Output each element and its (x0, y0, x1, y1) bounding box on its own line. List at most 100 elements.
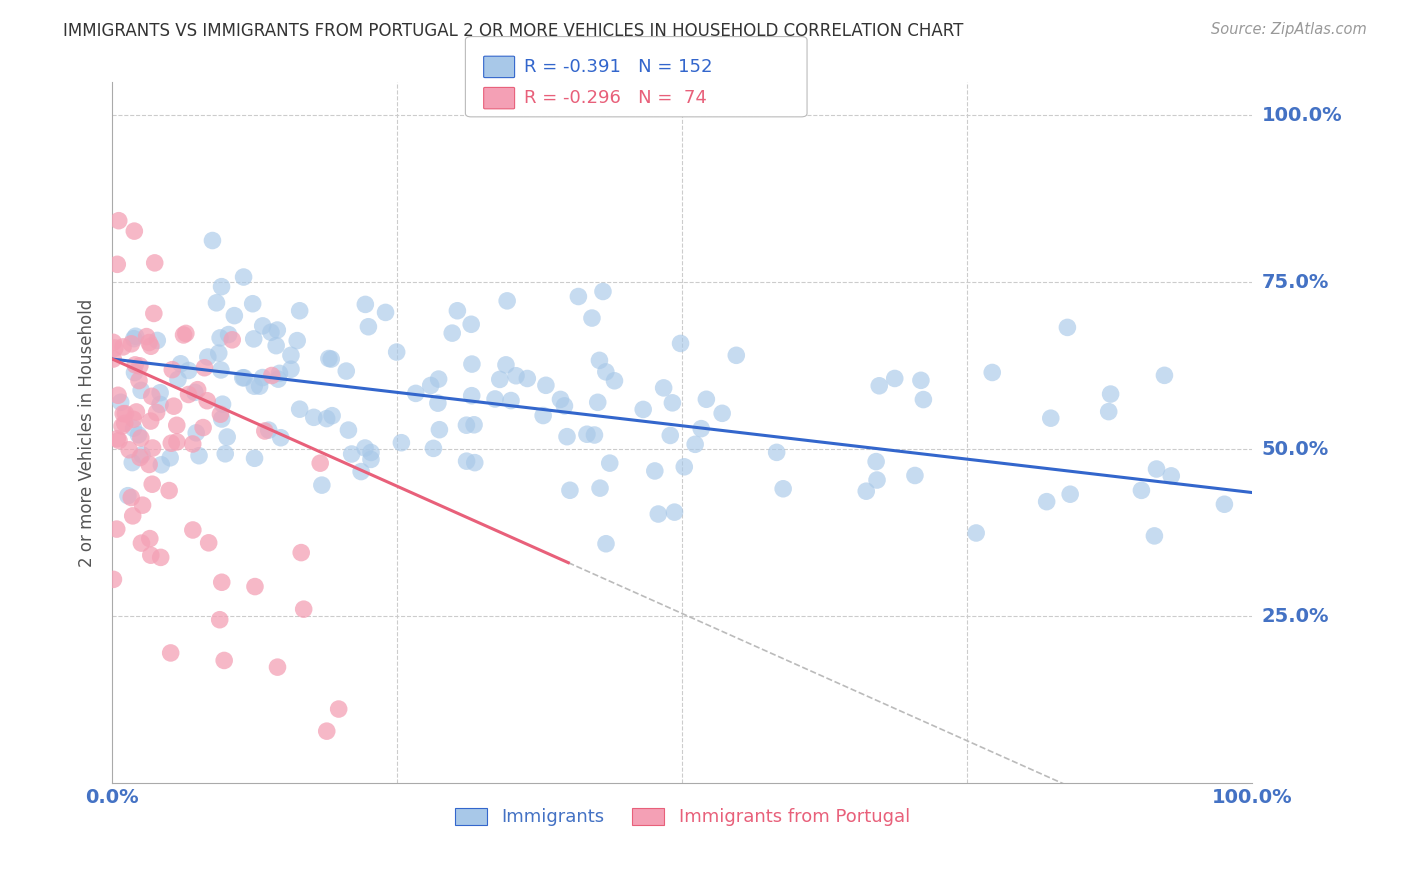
Point (865, 454, 887, 468)
Point (460, 389, 482, 403)
Point (114, 407, 136, 421)
Point (139, 414, 162, 428)
Point (177, 363, 200, 377)
Point (105, 257, 128, 271)
Point (111, 419, 134, 434)
Point (337, 423, 360, 437)
Point (360, 452, 382, 467)
Point (690, 422, 713, 436)
Point (484, 392, 506, 406)
Point (385, 345, 408, 359)
Point (1098, 404, 1121, 418)
Point (260, 325, 283, 339)
Point (124, 358, 146, 372)
Point (302, 410, 325, 425)
Point (765, 445, 787, 459)
Point (531, 409, 554, 423)
Point (211, 397, 233, 411)
Point (209, 363, 232, 377)
Point (209, 407, 232, 421)
Point (711, 406, 734, 420)
Point (242, 332, 264, 346)
Point (589, 481, 612, 495)
Point (149, 385, 172, 400)
Point (128, 374, 150, 388)
Point (188, 449, 211, 463)
Point (328, 702, 350, 716)
Point (218, 327, 240, 342)
Point (160, 436, 183, 450)
Point (1213, 497, 1236, 511)
Point (357, 319, 380, 334)
Point (142, 441, 165, 455)
Point (150, 458, 173, 472)
Point (280, 348, 302, 362)
Point (505, 368, 527, 383)
Y-axis label: 2 or more Vehicles in Household: 2 or more Vehicles in Household (79, 298, 96, 566)
Point (496, 293, 519, 308)
Text: Source: ZipAtlas.com: Source: ZipAtlas.com (1211, 22, 1367, 37)
Point (105, 522, 128, 536)
Point (1039, 411, 1062, 425)
Point (214, 447, 236, 461)
Point (981, 366, 1004, 380)
Point (652, 381, 675, 395)
Point (124, 366, 146, 380)
Point (495, 358, 517, 372)
Point (558, 483, 581, 498)
Point (122, 412, 145, 426)
Point (105, 432, 128, 446)
Point (139, 339, 162, 353)
Point (460, 318, 482, 332)
Point (516, 371, 538, 385)
Point (211, 412, 233, 426)
Point (631, 402, 654, 417)
Point (141, 477, 163, 491)
Point (285, 334, 308, 348)
Point (446, 303, 468, 318)
Point (456, 418, 478, 433)
Point (138, 458, 160, 472)
Point (122, 332, 145, 346)
Text: R = -0.391   N = 152: R = -0.391 N = 152 (524, 58, 713, 76)
Point (242, 297, 264, 311)
Point (127, 427, 149, 442)
Point (118, 442, 141, 457)
Point (965, 526, 987, 541)
Text: IMMIGRANTS VS IMMIGRANTS FROM PORTUGAL 2 OR MORE VEHICLES IN HOUSEHOLD CORRELATI: IMMIGRANTS VS IMMIGRANTS FROM PORTUGAL 2… (63, 22, 963, 40)
Point (174, 326, 197, 341)
Point (267, 372, 290, 386)
Point (664, 505, 686, 519)
Point (567, 289, 589, 303)
Point (108, 434, 131, 448)
Point (360, 445, 382, 459)
Point (389, 435, 412, 450)
Point (141, 389, 163, 403)
Point (315, 724, 337, 739)
Point (318, 351, 340, 366)
Point (129, 431, 152, 445)
Point (499, 393, 522, 408)
Point (104, 341, 127, 355)
Point (149, 397, 172, 411)
Point (159, 450, 181, 465)
Point (191, 420, 214, 434)
Text: 75.0%: 75.0% (1261, 273, 1329, 292)
Point (257, 423, 280, 437)
Point (288, 402, 311, 417)
Point (456, 454, 478, 468)
Point (107, 213, 129, 227)
Point (252, 370, 274, 384)
Point (422, 442, 444, 456)
Point (186, 425, 208, 440)
Point (159, 646, 181, 660)
Point (309, 456, 332, 470)
Point (170, 357, 193, 371)
Point (419, 378, 441, 392)
Point (243, 379, 266, 393)
Point (187, 383, 209, 397)
Point (1059, 487, 1081, 501)
Point (221, 333, 243, 347)
Point (599, 456, 621, 470)
Point (912, 392, 935, 407)
